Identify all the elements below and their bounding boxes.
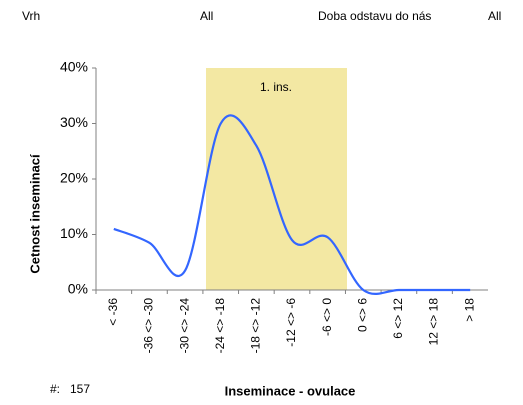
x-tick-label: -24 <> -18: [213, 298, 227, 354]
x-tick-label: > 18: [462, 298, 476, 322]
count-label: #:: [50, 382, 60, 396]
x-tick-label: 12 <> 18: [427, 298, 441, 346]
y-tick-label: 40%: [60, 59, 88, 75]
x-tick-label: -6 <> 0: [320, 298, 334, 336]
highlight-band: [206, 68, 347, 290]
x-tick-label: 6 <> 12: [391, 298, 405, 339]
x-tick-label: < -36: [106, 298, 120, 326]
x-axis-label: Inseminace - ovulace: [225, 383, 356, 398]
line: [113, 114, 471, 295]
filter-value[interactable]: All: [200, 9, 213, 23]
y-tick-label: 20%: [60, 170, 88, 186]
filter-label: Vrh: [22, 9, 40, 23]
x-tick-label: -12 <> -6: [284, 298, 298, 347]
y-tick-label: 30%: [60, 114, 88, 130]
filter-value[interactable]: All: [488, 9, 501, 23]
x-tick-label: -36 <> -30: [142, 298, 156, 354]
x-tick-label: -30 <> -24: [177, 298, 191, 354]
y-tick-label: 10%: [60, 225, 88, 241]
y-axis-label: Cetnost inseminací: [27, 154, 42, 274]
filter-label: Doba odstavu do nás: [318, 9, 431, 23]
count-value: 157: [70, 382, 90, 396]
y-tick-label: 0%: [68, 281, 88, 297]
annotation: 1. ins.: [260, 80, 292, 94]
x-tick-label: 0 <> 6: [355, 298, 369, 332]
x-tick-label: -18 <> -12: [249, 298, 263, 354]
